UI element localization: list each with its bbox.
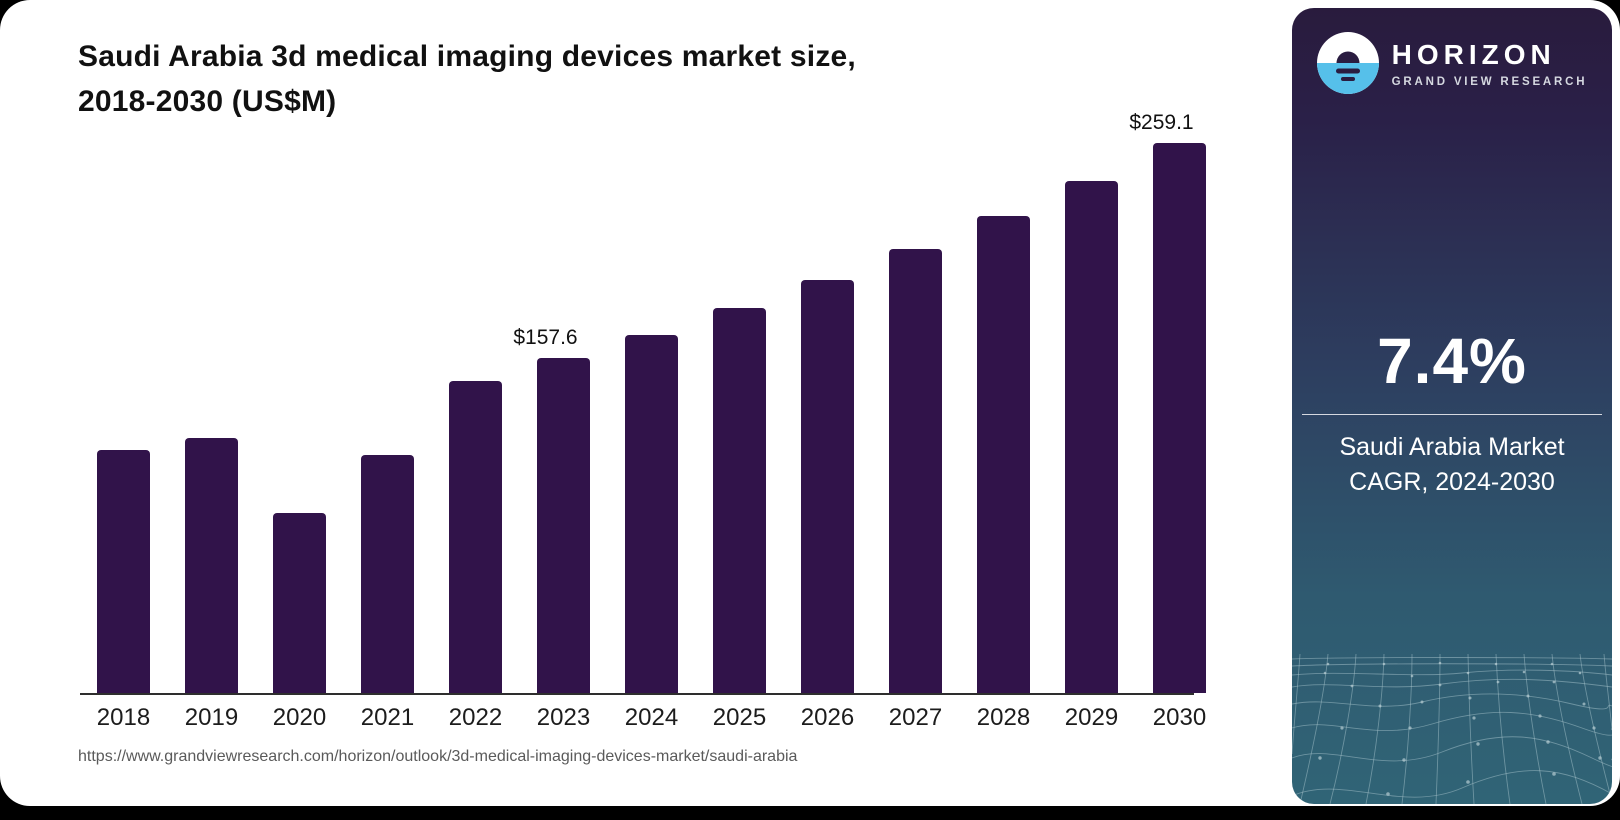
sidebar: HORIZON GRAND VIEW RESEARCH 7.4% Saudi A… <box>1292 8 1612 804</box>
bar-column-2023: $157.6 2023 <box>513 133 590 731</box>
bar-column-2019: 2019 <box>185 133 238 731</box>
bar-2023 <box>537 358 590 693</box>
x-tick-2027: 2027 <box>888 704 943 731</box>
bar-column-2026: 2026 <box>801 133 854 731</box>
x-tick-2018: 2018 <box>96 704 151 731</box>
bar-2022 <box>449 380 502 693</box>
bar-chart: 2018 2019 2020 2021 2022 $157.6 2023 2024 2025 20… <box>97 111 1206 731</box>
cagr-label: Saudi Arabia Market CAGR, 2024-2030 <box>1292 430 1612 500</box>
bar-2030 <box>1153 143 1206 693</box>
x-tick-2023: 2023 <box>536 704 591 731</box>
x-tick-2025: 2025 <box>712 704 767 731</box>
x-axis-line <box>80 693 1194 695</box>
chart-title-line1: Saudi Arabia 3d medical imaging devices … <box>78 40 856 73</box>
bar-2020 <box>273 512 326 693</box>
brand-subtitle: GRAND VIEW RESEARCH <box>1391 75 1588 88</box>
divider <box>1302 414 1602 415</box>
bar-column-2024: 2024 <box>625 133 678 731</box>
bar-2026 <box>801 279 854 693</box>
x-tick-2024: 2024 <box>624 704 679 731</box>
bar-column-2028: 2028 <box>977 133 1030 731</box>
bar-value-label-2030: $259.1 <box>1129 111 1194 134</box>
brand-text: HORIZON GRAND VIEW RESEARCH <box>1392 39 1588 88</box>
x-tick-2030: 2030 <box>1152 704 1207 731</box>
bar-2025 <box>713 308 766 693</box>
bar-2028 <box>977 216 1030 693</box>
cagr-value: 7.4% <box>1377 325 1527 397</box>
bar-column-2025: 2025 <box>713 133 766 731</box>
bar-column-2022: 2022 <box>449 133 502 731</box>
cagr-block: 7.4% Saudi Arabia Market CAGR, 2024-2030 <box>1292 324 1612 500</box>
bar-column-2021: 2021 <box>361 133 414 731</box>
bar-column-2029: 2029 <box>1065 133 1118 731</box>
cagr-label-line1: Saudi Arabia Market <box>1339 433 1565 461</box>
x-tick-2028: 2028 <box>976 704 1031 731</box>
x-tick-2020: 2020 <box>272 704 327 731</box>
source-url: https://www.grandviewresearch.com/horizo… <box>78 748 798 765</box>
bar-column-2018: 2018 <box>97 133 150 731</box>
x-tick-2029: 2029 <box>1064 704 1119 731</box>
bar-2018 <box>97 449 150 693</box>
brand: HORIZON GRAND VIEW RESEARCH <box>1292 32 1612 94</box>
bar-value-label-2023: $157.6 <box>513 326 578 350</box>
bar-2024 <box>625 334 678 693</box>
bar-2029 <box>1065 181 1118 693</box>
brand-name: HORIZON <box>1391 38 1556 70</box>
bar-2021 <box>361 455 414 693</box>
chart-title-line2: 2018-2030 (US$M) <box>78 85 337 118</box>
chart-title: Saudi Arabia 3d medical imaging devices … <box>78 34 856 124</box>
wireframe-mesh-decoration <box>1292 654 1612 804</box>
horizon-logo-icon <box>1316 32 1379 94</box>
bar-column-2020: 2020 <box>273 133 326 731</box>
bar-2019 <box>185 438 238 693</box>
bar-column-2030: $259.1 2030 <box>1129 111 1206 731</box>
bar-2027 <box>889 249 942 693</box>
x-tick-2021: 2021 <box>360 704 415 731</box>
x-tick-2026: 2026 <box>800 704 855 731</box>
x-tick-2022: 2022 <box>448 704 503 731</box>
x-tick-2019: 2019 <box>184 704 239 731</box>
cagr-label-line2: CAGR, 2024-2030 <box>1349 468 1555 496</box>
bar-column-2027: 2027 <box>889 133 942 731</box>
